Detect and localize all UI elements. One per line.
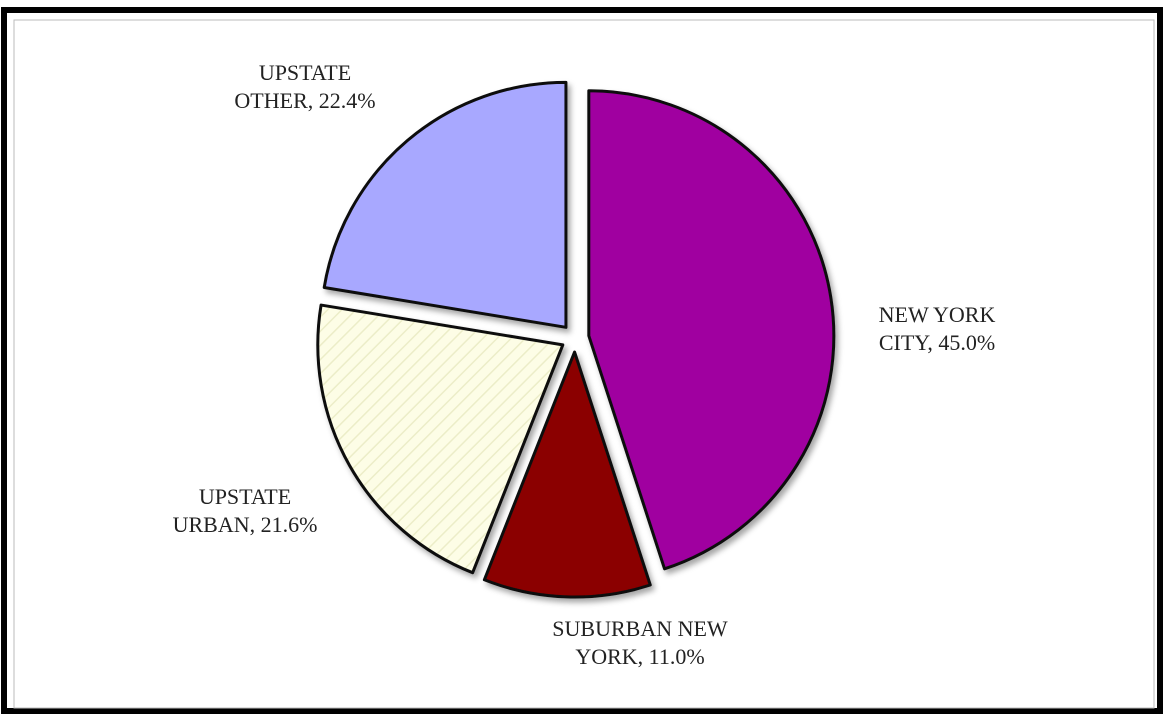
data-label: SUBURBAN NEW YORK, 11.0% <box>552 616 728 669</box>
inner-frame <box>13 19 1155 709</box>
pie-slice <box>587 89 836 571</box>
data-label: UPSTATE OTHER, 22.4% <box>234 60 375 113</box>
data-label: NEW YORK CITY, 45.0% <box>879 302 996 355</box>
pie-slice <box>482 350 652 599</box>
frame <box>1 7 1163 714</box>
pie-slice <box>316 303 565 575</box>
pie-slice <box>322 80 568 329</box>
data-label: UPSTATE URBAN, 21.6% <box>173 484 318 537</box>
